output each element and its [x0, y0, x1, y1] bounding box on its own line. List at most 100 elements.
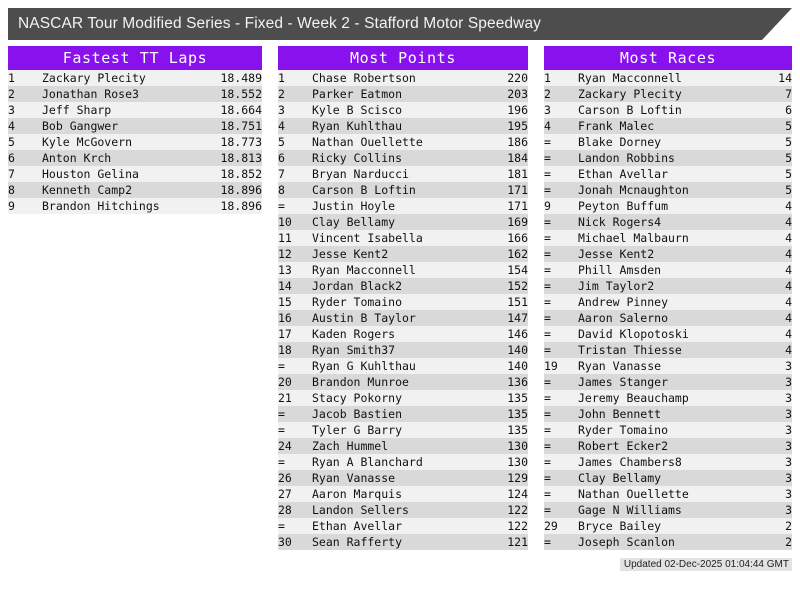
row-rank: 10: [278, 215, 292, 229]
row-value: 169: [507, 215, 528, 229]
row-driver-name: Clay Bellamy: [578, 471, 662, 485]
row-driver-name: Ryan Kuhlthau: [312, 119, 403, 133]
row-driver-name: Ryder Tomaino: [578, 423, 669, 437]
row-rank: 15: [278, 295, 292, 309]
row-rank: 7: [8, 167, 15, 181]
row-rank: 21: [278, 391, 292, 405]
row-driver-name: Jesse Kent2: [578, 247, 655, 261]
row-rank: 3: [8, 103, 15, 117]
row-rank: =: [544, 231, 551, 245]
row-driver-name: Bryan Narducci: [312, 167, 409, 181]
row-rank: 8: [8, 183, 15, 197]
row-rank: =: [278, 519, 285, 533]
table-row: 5 Nathan Ouellette 186: [278, 134, 528, 150]
row-value: 181: [507, 167, 528, 181]
row-driver-name: Ethan Avellar: [578, 167, 669, 181]
table-row: = Joseph Scanlon 2: [544, 534, 792, 550]
row-value: 4: [785, 199, 792, 213]
panel-fastest-tt-laps: Fastest TT Laps 1 Zackary Plecity 18.489 2 J…: [8, 46, 262, 214]
row-rank: 1: [544, 71, 551, 85]
row-value: 2: [785, 535, 792, 549]
row-rank: 2: [278, 87, 285, 101]
row-rank: 1: [278, 71, 285, 85]
row-driver-name: Austin B Taylor: [312, 311, 416, 325]
row-value: 18.751: [220, 119, 262, 133]
leaderboard-columns: Fastest TT Laps 1 Zackary Plecity 18.489 2 J…: [8, 46, 792, 550]
row-value: 3: [785, 407, 792, 421]
table-row: 1 Zackary Plecity 18.489: [8, 70, 262, 86]
row-rank: =: [278, 359, 285, 373]
row-driver-name: Ryan Macconnell: [312, 263, 416, 277]
row-value: 4: [785, 279, 792, 293]
row-value: 5: [785, 119, 792, 133]
row-value: 18.813: [220, 151, 262, 165]
row-value: 135: [507, 423, 528, 437]
row-value: 135: [507, 391, 528, 405]
row-driver-name: Zackary Plecity: [578, 87, 682, 101]
row-driver-name: Peyton Buffum: [578, 199, 669, 213]
row-driver-name: Robert Ecker2: [578, 439, 669, 453]
table-row: 20 Brandon Munroe 136: [278, 374, 528, 390]
row-rank: 4: [544, 119, 551, 133]
table-row: = David Klopotoski 4: [544, 326, 792, 342]
row-value: 186: [507, 135, 528, 149]
row-value: 18.852: [220, 167, 262, 181]
table-fastest-tt-laps: 1 Zackary Plecity 18.489 2 Jonathan Rose3 18.…: [8, 70, 262, 214]
row-driver-name: Jeff Sharp: [42, 103, 112, 117]
row-value: 4: [785, 215, 792, 229]
row-driver-name: Landon Robbins: [578, 151, 675, 165]
row-driver-name: Kaden Rogers: [312, 327, 396, 341]
row-rank: 16: [278, 311, 292, 325]
table-row: 4 Ryan Kuhlthau 195: [278, 118, 528, 134]
row-driver-name: Aaron Salerno: [578, 311, 669, 325]
row-value: 135: [507, 407, 528, 421]
row-driver-name: Jonathan Rose3: [42, 87, 139, 101]
row-value: 3: [785, 503, 792, 517]
row-rank: 6: [8, 151, 15, 165]
table-body: 1 Ryan Macconnell 14 2 Zackary Plecity 7 3 Cars…: [544, 70, 792, 550]
table-row: = Jeremy Beauchamp 3: [544, 390, 792, 406]
row-driver-name: Landon Sellers: [312, 503, 409, 517]
table-row: = Andrew Pinney 4: [544, 294, 792, 310]
table-row: 24 Zach Hummel 130: [278, 438, 528, 454]
row-driver-name: Ryder Tomaino: [312, 295, 403, 309]
row-value: 7: [785, 87, 792, 101]
row-driver-name: Bryce Bailey: [578, 519, 662, 533]
table-row: 18 Ryan Smith37 140: [278, 342, 528, 358]
row-driver-name: Frank Malec: [578, 119, 655, 133]
row-value: 136: [507, 375, 528, 389]
table-row: 29 Bryce Bailey 2: [544, 518, 792, 534]
row-driver-name: Bob Gangwer: [42, 119, 119, 133]
table-row: = Aaron Salerno 4: [544, 310, 792, 326]
row-rank: 27: [278, 487, 292, 501]
row-rank: 29: [544, 519, 558, 533]
row-driver-name: Michael Malbaurn: [578, 231, 689, 245]
row-driver-name: Jeremy Beauchamp: [578, 391, 689, 405]
row-rank: 14: [278, 279, 292, 293]
row-rank: =: [544, 487, 551, 501]
table-row: = Nathan Ouellette 3: [544, 486, 792, 502]
row-rank: =: [278, 199, 285, 213]
row-driver-name: Ricky Collins: [312, 151, 403, 165]
row-rank: =: [544, 279, 551, 293]
row-driver-name: Phill Amsden: [578, 263, 662, 277]
row-value: 129: [507, 471, 528, 485]
row-rank: =: [544, 471, 551, 485]
row-value: 4: [785, 311, 792, 325]
row-driver-name: Ryan Smith37: [312, 343, 396, 357]
row-driver-name: Chase Robertson: [312, 71, 416, 85]
table-row: 7 Houston Gelina 18.852: [8, 166, 262, 182]
row-driver-name: Jacob Bastien: [312, 407, 403, 421]
table-row: = Ethan Avellar 122: [278, 518, 528, 534]
table-row: = Ryder Tomaino 3: [544, 422, 792, 438]
table-row: = Robert Ecker2 3: [544, 438, 792, 454]
row-value: 140: [507, 359, 528, 373]
row-driver-name: Ryan Vanasse: [312, 471, 396, 485]
table-row: 26 Ryan Vanasse 129: [278, 470, 528, 486]
row-rank: 20: [278, 375, 292, 389]
row-value: 166: [507, 231, 528, 245]
row-driver-name: Stacy Pokorny: [312, 391, 403, 405]
table-row: = Blake Dorney 5: [544, 134, 792, 150]
table-row: 19 Ryan Vanasse 3: [544, 358, 792, 374]
table-row: = Jacob Bastien 135: [278, 406, 528, 422]
